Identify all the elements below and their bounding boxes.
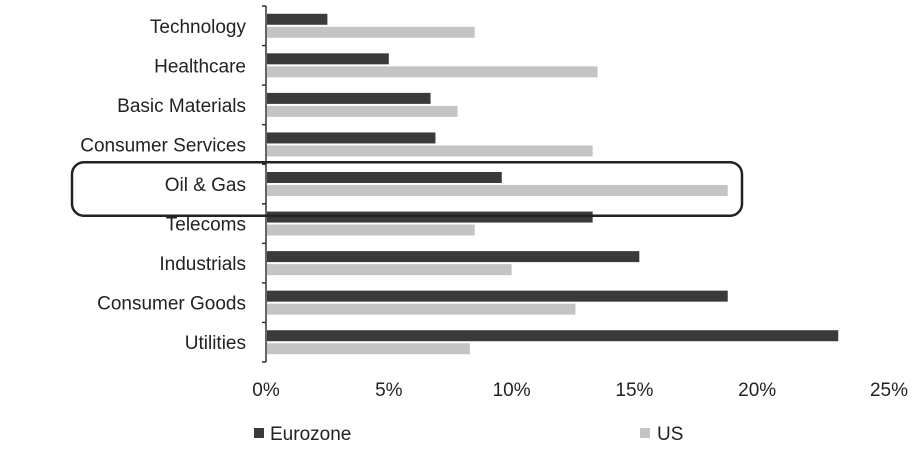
- category-label-utilities: Utilities: [185, 333, 246, 354]
- legend-label-eurozone: Eurozone: [270, 424, 351, 445]
- bar-us-basic-materials: [267, 105, 458, 117]
- bar-eurozone-technology: [267, 13, 328, 25]
- x-tick-label: 20%: [738, 380, 776, 401]
- category-labels: Technology Healthcare Basic Materials Consu…: [80, 17, 246, 354]
- category-label-consumer-goods: Consumer Goods: [97, 294, 246, 315]
- bar-us-technology: [267, 26, 475, 38]
- bar-us-telecoms: [267, 224, 475, 236]
- x-tick-label: 15%: [615, 380, 653, 401]
- x-axis-ticks: 0% 5% 10% 15% 20% 25%: [252, 380, 908, 401]
- category-label-healthcare: Healthcare: [154, 56, 246, 77]
- bars-layer: [262, 5, 839, 363]
- bar-us-consumer-goods: [267, 303, 576, 315]
- category-label-consumer-services: Consumer Services: [80, 135, 246, 156]
- bar-eurozone-basic-materials: [267, 92, 431, 104]
- bar-eurozone-telecoms: [267, 211, 593, 223]
- bar-eurozone-oil-and-gas: [267, 172, 502, 183]
- legend-swatch-eurozone: [254, 428, 264, 438]
- bar-eurozone-industrials: [267, 251, 640, 263]
- category-label-industrials: Industrials: [159, 254, 246, 275]
- category-label-oil-and-gas: Oil & Gas: [165, 175, 246, 196]
- bar-us-consumer-services: [267, 145, 593, 157]
- legend-swatch-us: [640, 428, 650, 438]
- category-label-telecoms: Telecoms: [166, 215, 246, 236]
- bar-us-oil-and-gas: [267, 185, 728, 196]
- bar-eurozone-healthcare: [267, 53, 389, 65]
- bar-us-healthcare: [267, 66, 598, 78]
- oil-gas-highlight-box: [70, 160, 744, 218]
- bar-eurozone-utilities: [267, 330, 839, 342]
- bar-us-industrials: [267, 264, 512, 276]
- legend: Eurozone US: [254, 424, 683, 445]
- category-label-basic-materials: Basic Materials: [117, 96, 246, 117]
- x-tick-label: 25%: [870, 380, 908, 401]
- category-label-technology: Technology: [150, 17, 247, 38]
- x-tick-label: 0%: [252, 380, 280, 401]
- legend-label-us: US: [657, 424, 683, 445]
- bar-eurozone-consumer-goods: [267, 290, 728, 302]
- x-tick-label: 5%: [375, 380, 403, 401]
- bar-eurozone-consumer-services: [267, 132, 436, 144]
- bar-us-utilities: [267, 343, 470, 355]
- x-tick-label: 10%: [493, 380, 531, 401]
